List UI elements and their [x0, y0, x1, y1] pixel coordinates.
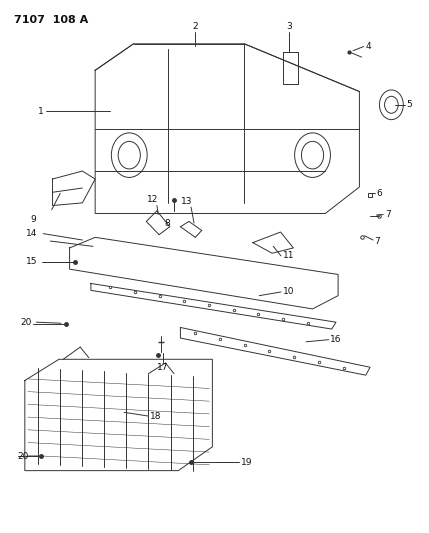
- Text: 10: 10: [283, 287, 294, 296]
- Text: 9: 9: [30, 215, 36, 223]
- Text: 20: 20: [18, 452, 29, 461]
- Text: 7: 7: [385, 210, 391, 219]
- Text: 7107  108 A: 7107 108 A: [14, 15, 88, 25]
- Text: 19: 19: [241, 458, 252, 467]
- Text: 3: 3: [286, 21, 292, 30]
- Text: 1: 1: [38, 107, 44, 116]
- Text: 5: 5: [407, 100, 412, 109]
- Text: 12: 12: [147, 195, 158, 204]
- Text: 6: 6: [377, 189, 382, 198]
- Text: 15: 15: [26, 257, 38, 266]
- Text: 17: 17: [157, 363, 168, 372]
- Text: 7: 7: [375, 237, 380, 246]
- Text: 4: 4: [366, 42, 372, 51]
- Text: 20: 20: [21, 318, 32, 327]
- Text: 8: 8: [165, 219, 170, 228]
- Text: 14: 14: [26, 229, 37, 238]
- Text: 18: 18: [150, 411, 161, 421]
- Text: 13: 13: [181, 197, 193, 206]
- Text: 16: 16: [330, 335, 342, 344]
- Text: 2: 2: [193, 21, 198, 30]
- Text: 11: 11: [283, 252, 294, 261]
